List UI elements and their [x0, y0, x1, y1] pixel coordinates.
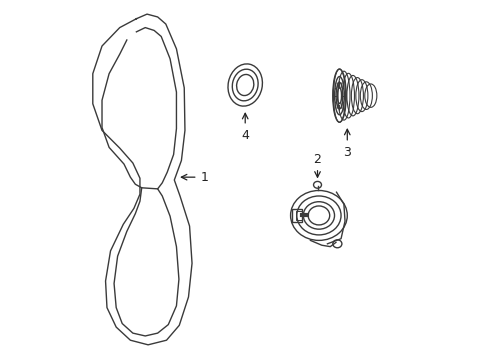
Text: 3: 3 — [343, 146, 350, 159]
Bar — [296, 211, 301, 220]
Text: 4: 4 — [241, 129, 249, 142]
Text: 1: 1 — [200, 171, 207, 184]
Text: 2: 2 — [313, 153, 321, 166]
Bar — [291, 209, 301, 222]
